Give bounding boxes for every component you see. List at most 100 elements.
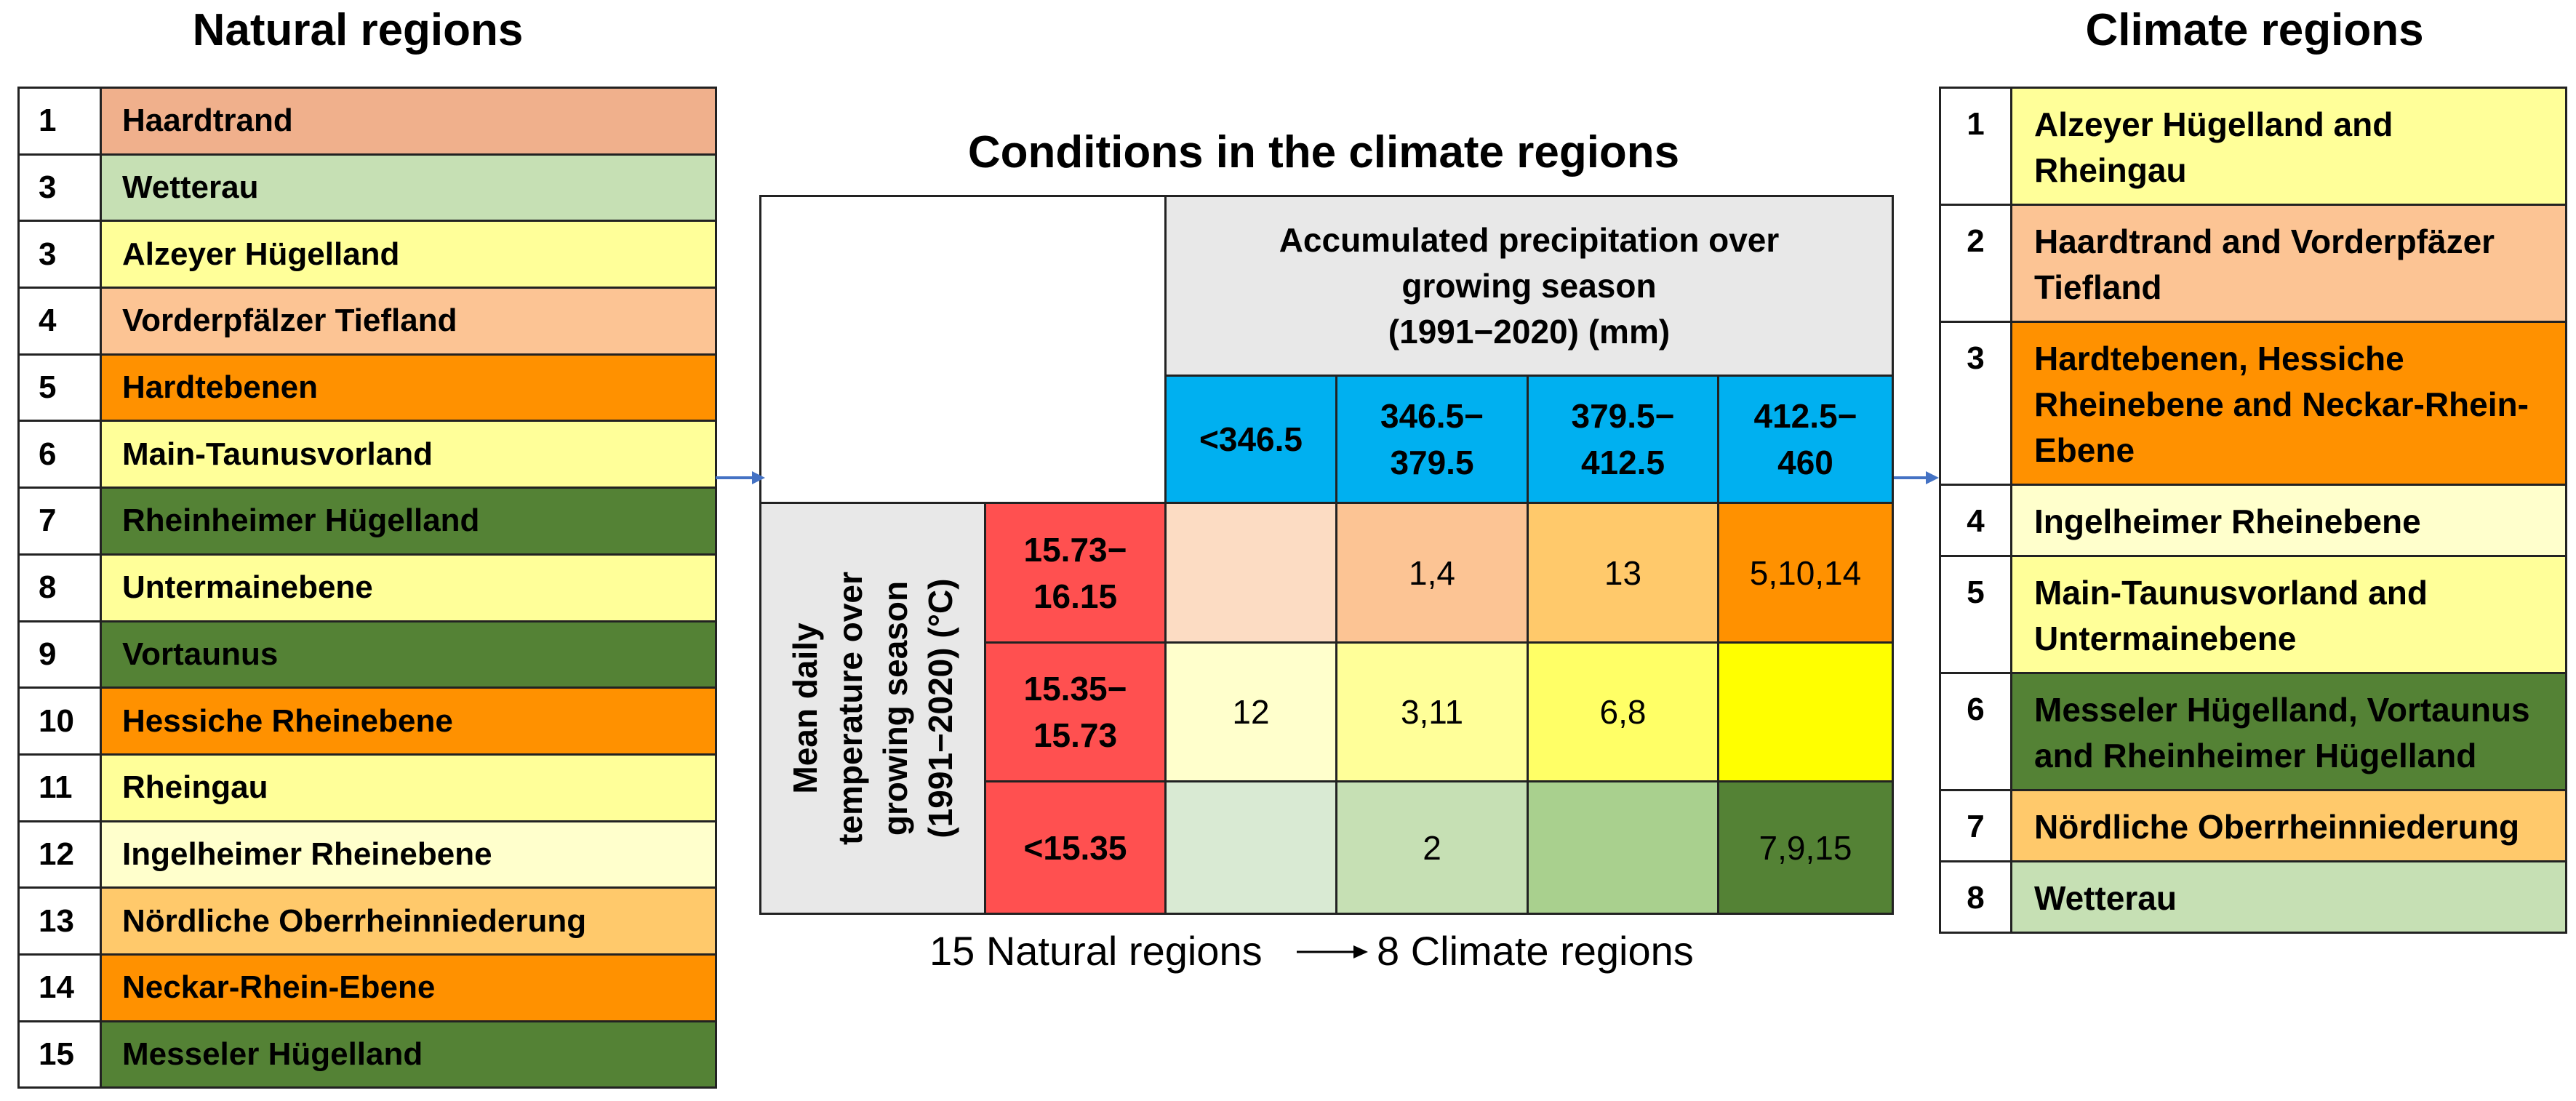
natural-region-row: 5 Hardtebenen [17, 353, 717, 423]
natural-region-row: 12 Ingelheimer Rheinebene [17, 820, 717, 889]
climate-region-number: 1 [1939, 87, 2012, 206]
climate-region-row: 7 Nördliche Oberrheinniederung [1939, 789, 2567, 862]
temperature-class: <15.35 [984, 780, 1167, 915]
climate-regions-table: 1 Alzeyer Hügelland and Rheingau 2 Haardtra… [1939, 87, 2567, 934]
natural-region-row: 6 Main-Taunusvorland [17, 420, 717, 489]
natural-region-name: Untermainebene [100, 553, 717, 622]
temperature-class-line: 15.73 [1033, 716, 1118, 754]
precipitation-class-line: 379.5 [1390, 444, 1474, 481]
matrix-corner [759, 195, 1167, 504]
footer-natural-count: 15 Natural regions [929, 928, 1263, 974]
natural-region-number: 6 [17, 420, 102, 489]
matrix-cell: 12 [1164, 641, 1337, 782]
matrix-cell: 7,9,15 [1717, 780, 1894, 915]
natural-region-row: 3 Alzeyer Hügelland [17, 220, 717, 289]
footer-climate-count: 8 Climate regions [1377, 928, 1694, 974]
climate-region-row: 1 Alzeyer Hügelland and Rheingau [1939, 87, 2567, 206]
natural-region-number: 7 [17, 487, 102, 556]
climate-region-number: 6 [1939, 672, 2012, 791]
temperature-header-line: temperature over [831, 572, 870, 845]
natural-region-name: Nördliche Oberrheinniederung [100, 886, 717, 956]
natural-region-name: Alzeyer Hügelland [100, 220, 717, 289]
precipitation-class-line: <346.5 [1199, 420, 1303, 458]
natural-region-name: Hardtebenen [100, 353, 717, 423]
natural-region-name: Vorderpfälzer Tiefland [100, 287, 717, 356]
climate-region-name: Haardtrand and Vorderpfäzer Tiefland [2010, 204, 2567, 323]
natural-regions-title: Natural regions [192, 5, 524, 55]
temperature-header-line: (1991−2020) (°C) [921, 578, 960, 838]
climate-region-number: 2 [1939, 204, 2012, 323]
climate-region-name: Nördliche Oberrheinniederung [2010, 789, 2567, 862]
climate-region-row: 2 Haardtrand and Vorderpfäzer Tiefland [1939, 204, 2567, 323]
temperature-class-line: 15.35− [1023, 670, 1127, 708]
natural-region-row: 11 Rheingau [17, 753, 717, 822]
natural-region-row: 1 Haardtrand [17, 87, 717, 156]
matrix-cell [1164, 780, 1337, 915]
temperature-header-line: growing season [876, 580, 915, 836]
precipitation-class: 346.5− 379.5 [1335, 375, 1529, 504]
temperature-header-line: Mean daily [786, 622, 825, 794]
climate-region-name: Ingelheimer Rheinebene [2010, 484, 2567, 557]
climate-region-number: 7 [1939, 789, 2012, 862]
matrix-cell: 6,8 [1527, 641, 1719, 782]
precipitation-class-line: 412.5 [1580, 444, 1665, 481]
temperature-class: 15.35− 15.73 [984, 641, 1167, 782]
natural-region-name: Hessiche Rheinebene [100, 686, 717, 756]
matrix-cell: 2 [1335, 780, 1529, 915]
precipitation-header-line: (1991−2020) (mm) [1388, 312, 1671, 351]
matrix-title: Conditions in the climate regions [967, 127, 1680, 177]
climate-region-number: 8 [1939, 860, 2012, 934]
temperature-class: 15.73− 16.15 [984, 502, 1167, 644]
conditions-matrix: Accumulated precipitation over growing se… [759, 195, 1894, 915]
precipitation-header-line: Accumulated precipitation over [1279, 220, 1780, 259]
natural-region-name: Haardtrand [100, 87, 717, 156]
matrix-cell: 3,11 [1335, 641, 1529, 782]
natural-region-name: Messeler Hügelland [100, 1020, 717, 1089]
matrix-cell [1717, 641, 1894, 782]
precipitation-class-line: 412.5− [1753, 397, 1857, 435]
natural-region-number: 3 [17, 220, 102, 289]
climate-regions-title: Climate regions [2085, 5, 2424, 55]
matrix-cell: 13 [1527, 502, 1719, 644]
natural-region-number: 5 [17, 353, 102, 423]
matrix-cell: 5,10,14 [1717, 502, 1894, 644]
climate-region-name: Alzeyer Hügelland and Rheingau [2010, 87, 2567, 206]
natural-region-number: 11 [17, 753, 102, 822]
natural-region-row: 10 Hessiche Rheinebene [17, 686, 717, 756]
climate-region-row: 8 Wetterau [1939, 860, 2567, 934]
natural-region-number: 13 [17, 886, 102, 956]
matrix-cell: 1,4 [1335, 502, 1529, 644]
matrix-cell [1527, 780, 1719, 915]
precipitation-class-line: 346.5− [1380, 397, 1484, 435]
precipitation-class: 379.5− 412.5 [1527, 375, 1719, 504]
arrow-right-icon [1297, 945, 1368, 958]
natural-region-name: Rheingau [100, 753, 717, 822]
arrow-right-icon [716, 471, 765, 484]
temperature-class-line: 15.73− [1023, 530, 1127, 569]
natural-region-row: 3 Wetterau [17, 153, 717, 223]
natural-region-number: 9 [17, 620, 102, 689]
natural-region-name: Rheinheimer Hügelland [100, 487, 717, 556]
natural-region-number: 4 [17, 287, 102, 356]
precipitation-header: Accumulated precipitation over growing se… [1164, 195, 1894, 377]
temperature-class-line: 16.15 [1033, 577, 1118, 615]
natural-region-name: Ingelheimer Rheinebene [100, 820, 717, 889]
climate-region-number: 5 [1939, 555, 2012, 674]
natural-region-row: 7 Rheinheimer Hügelland [17, 487, 717, 556]
precipitation-class-line: 379.5− [1571, 397, 1675, 435]
natural-region-number: 10 [17, 686, 102, 756]
natural-region-row: 14 Neckar-Rhein-Ebene [17, 953, 717, 1022]
natural-region-row: 4 Vorderpfälzer Tiefland [17, 287, 717, 356]
climate-region-name: Main-Taunusvorland and Untermainebene [2010, 555, 2567, 674]
temperature-header: Mean daily temperature over growing season… [759, 502, 986, 915]
natural-region-row: 13 Nördliche Oberrheinniederung [17, 886, 717, 956]
climate-region-number: 4 [1939, 484, 2012, 557]
natural-region-number: 1 [17, 87, 102, 156]
climate-region-name: Messeler Hügelland, Vortaunus and Rheinh… [2010, 672, 2567, 791]
climate-region-number: 3 [1939, 321, 2012, 486]
climate-region-name: Wetterau [2010, 860, 2567, 934]
natural-region-number: 15 [17, 1020, 102, 1089]
natural-region-row: 15 Messeler Hügelland [17, 1020, 717, 1089]
natural-region-name: Main-Taunusvorland [100, 420, 717, 489]
